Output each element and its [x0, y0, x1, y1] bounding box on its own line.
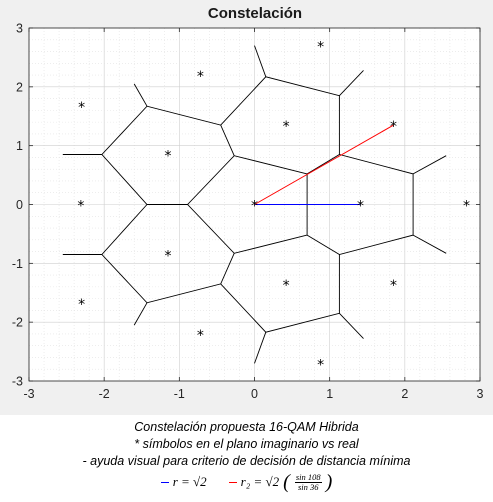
- symbol-point: *: [283, 119, 290, 135]
- x-tick-label: 0: [251, 387, 258, 401]
- x-tick-label: 3: [477, 387, 484, 401]
- decision-boundary: [254, 45, 267, 77]
- x-tick-label: 1: [326, 387, 333, 401]
- decision-boundary: [220, 76, 340, 155]
- legend-r: r = √2: [160, 474, 207, 490]
- distance-aids: [254, 124, 394, 205]
- axis-ticks: -3 -2 -1 0 1 2 3 3 2 1 0 -1 -2 -3: [12, 22, 484, 402]
- caption-line-3: - ayuda visual para criterio de decisión…: [82, 454, 411, 468]
- legend-r2-label: r₂ = √2: [240, 474, 280, 489]
- symbol-point: *: [78, 100, 85, 116]
- figure-area: Constelación * * * * * * * * * * * * * * * * -3 -2 -1 0 1 2 3…: [0, 0, 493, 415]
- legend-r-swatch: [160, 481, 169, 483]
- symbol-point: *: [317, 357, 324, 373]
- symbol-point: *: [390, 278, 397, 294]
- symbol-point: *: [390, 119, 397, 135]
- legend-r2-fraction: sin 108 sin 36: [294, 471, 322, 492]
- decision-boundary: [254, 332, 267, 364]
- y-tick-label: -3: [12, 375, 23, 389]
- caption-line-2: * símbolos en el plano imaginario vs rea…: [134, 437, 359, 451]
- figure-caption: Constelación propuesta 16-QAM Hibrida * …: [0, 415, 493, 502]
- symbol-point: *: [317, 40, 324, 56]
- symbol-point: *: [78, 297, 85, 313]
- decision-boundary: [339, 70, 364, 97]
- symbol-point: *: [197, 328, 204, 344]
- legend-r-label: r = √2: [172, 474, 207, 489]
- constellation-chart: Constelación * * * * * * * * * * * * * * * * -3 -2 -1 0 1 2 3…: [12, 5, 484, 402]
- y-tick-label: 3: [16, 22, 23, 36]
- caption-line-1: Constelación propuesta 16-QAM Hibrida: [134, 420, 359, 434]
- grid: [28, 27, 481, 382]
- decision-boundary: [220, 254, 340, 333]
- decision-boundary: [133, 302, 148, 326]
- x-tick-label: -3: [23, 387, 34, 401]
- decision-boundary: [133, 83, 148, 107]
- caption-legend: r = √2 r₂ = √2 ( sin 108 sin 36 ): [0, 471, 493, 493]
- decision-boundary: [412, 234, 447, 254]
- legend-r2-swatch: [228, 481, 237, 483]
- decision-boundaries: [62, 45, 447, 364]
- decision-boundary: [101, 105, 235, 205]
- symbol-point: *: [357, 199, 364, 215]
- symbol-point: *: [251, 199, 258, 215]
- symbol-point: *: [197, 69, 204, 85]
- fraction-numerator: sin 108: [294, 471, 322, 483]
- chart-title: Constelación: [208, 5, 302, 22]
- x-tick-label: -2: [99, 387, 110, 401]
- symbol-point: *: [165, 148, 172, 164]
- aid-line-r2: [254, 124, 394, 205]
- decision-boundary: [412, 155, 447, 175]
- symbol-point: *: [283, 278, 290, 294]
- legend-r2: r₂ = √2 ( sin 108 sin 36 ): [228, 471, 332, 492]
- decision-boundary: [339, 312, 364, 339]
- y-tick-label: -1: [12, 257, 23, 271]
- symbol-point: *: [463, 199, 470, 215]
- symbol-markers: * * * * * * * * * * * * * * * *: [77, 40, 470, 374]
- y-tick-label: -2: [12, 316, 23, 330]
- symbol-point: *: [165, 249, 172, 265]
- fraction-denominator: sin 36: [297, 481, 319, 492]
- symbol-point: *: [77, 199, 84, 215]
- x-tick-label: -1: [174, 387, 185, 401]
- y-tick-label: 0: [16, 198, 23, 212]
- x-tick-label: 2: [401, 387, 408, 401]
- y-tick-label: 1: [16, 139, 23, 153]
- y-tick-label: 2: [16, 80, 23, 94]
